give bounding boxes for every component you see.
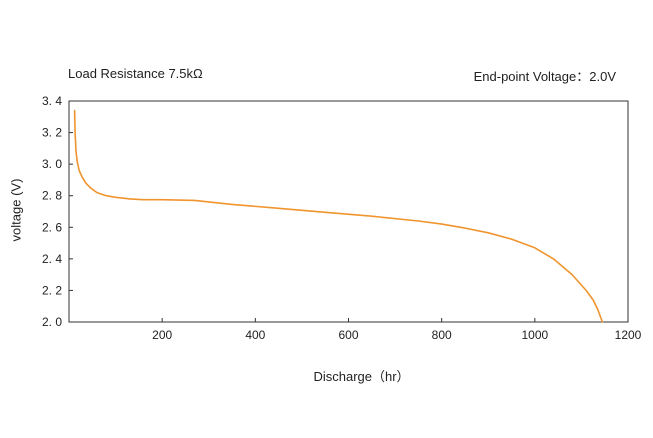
series-group bbox=[73, 109, 604, 323]
y-axis-title: voltage (V) bbox=[8, 178, 24, 242]
y-axis: 2. 0 2. 2 2. 4 2. 6 2. 8 3. 0 3. 2 3. 4 bbox=[42, 94, 73, 329]
y-tick-label: 2. 2 bbox=[42, 283, 62, 297]
x-tick-label: 200 bbox=[152, 328, 172, 342]
y-tick-label: 3. 0 bbox=[42, 157, 62, 171]
x-tick-label: 800 bbox=[432, 328, 452, 342]
x-axis: 200 400 600 800 1000 1200 bbox=[152, 318, 642, 342]
y-tick-label: 2. 0 bbox=[42, 315, 62, 329]
x-tick-label: 400 bbox=[245, 328, 265, 342]
y-tick-label: 3. 2 bbox=[42, 126, 62, 140]
x-axis-title-text: Discharge（hr） bbox=[313, 369, 410, 384]
x-axis-title: Discharge（hr） bbox=[0, 366, 653, 385]
x-tick-label: 1200 bbox=[615, 328, 642, 342]
plot-frame bbox=[68, 100, 629, 323]
load-resistance-annotation: Load Resistance 7.5kΩ bbox=[68, 66, 203, 81]
series-line bbox=[73, 109, 604, 323]
y-tick-label: 2. 4 bbox=[42, 252, 62, 266]
x-tick-label: 1000 bbox=[521, 328, 548, 342]
y-tick-label: 2. 8 bbox=[42, 189, 62, 203]
end-point-voltage-annotation: End-point Voltage：2.0V bbox=[473, 69, 616, 84]
x-tick-label: 600 bbox=[338, 328, 358, 342]
y-tick-label: 2. 6 bbox=[42, 220, 62, 234]
y-tick-label: 3. 4 bbox=[42, 94, 62, 108]
